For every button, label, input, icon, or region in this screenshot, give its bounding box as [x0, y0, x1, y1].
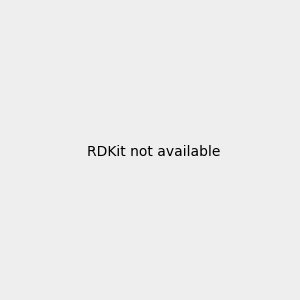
- Text: RDKit not available: RDKit not available: [87, 145, 220, 158]
